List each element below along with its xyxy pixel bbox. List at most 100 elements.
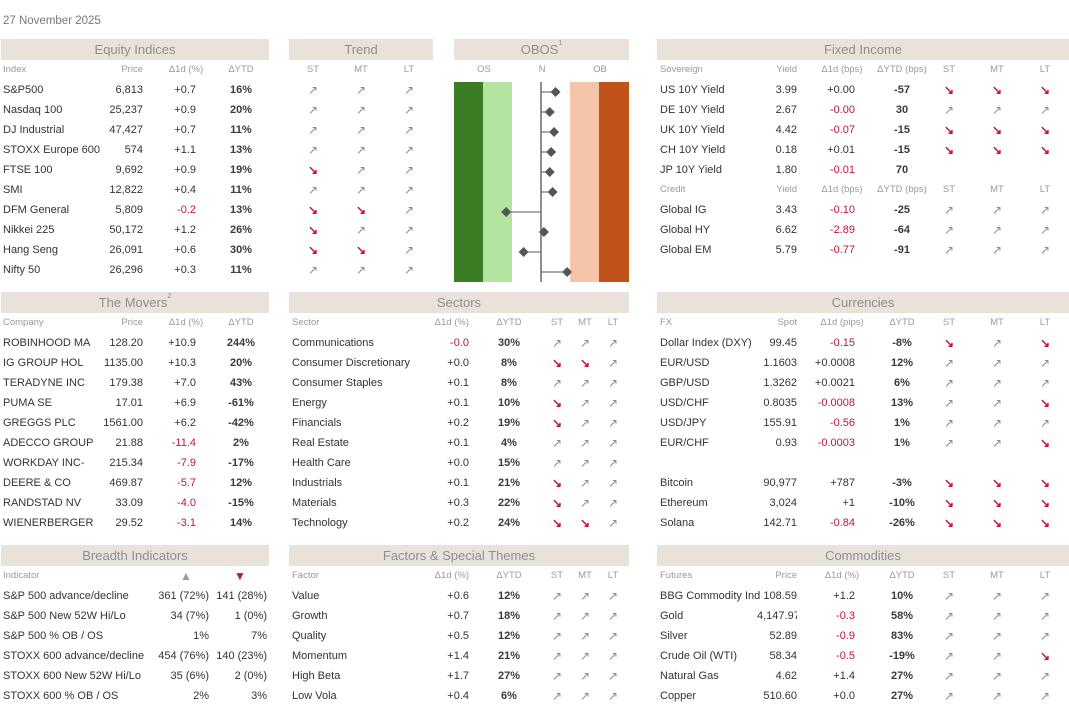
trend-down-arrow-icon: ↘ [943, 83, 955, 97]
instrument-d1: -0.56 [829, 417, 855, 429]
trend-down-arrow-icon: ↘ [991, 123, 1003, 137]
trend-up-arrow-icon: ↗ [403, 223, 415, 237]
company-name: RANDSTAD NV [3, 497, 82, 509]
currencies-title: Currencies [657, 292, 1069, 313]
row-ytd: 27% [497, 670, 521, 682]
equity-title: Equity Indices [1, 39, 269, 60]
obos-marker [547, 187, 558, 197]
instrument-d1: -0.00 [829, 104, 855, 116]
obos-label-os: OS [477, 64, 491, 75]
instrument-value: 1.1603 [763, 357, 797, 369]
company-d1: -7.9 [177, 457, 196, 469]
col-d1: Δ1d (bps) [821, 64, 863, 75]
row-ytd: 19% [497, 417, 521, 429]
oversold-zone [483, 82, 512, 282]
col-st: ST [942, 570, 956, 581]
index-ytd: 11% [230, 124, 252, 136]
obos-marker [518, 247, 529, 257]
indicator-decline: 3% [251, 690, 267, 702]
trend-up-arrow-icon: ↗ [1039, 589, 1051, 603]
instrument-ytd: 6% [894, 377, 910, 389]
equity-row: Nikkei 225 50,172 +1.2 26% [1, 220, 269, 240]
company-name: GREGGS PLC [3, 417, 76, 429]
instrument-name: Copper [660, 690, 697, 702]
trend-up-arrow-icon: ↗ [943, 416, 955, 430]
col-mt: MT [990, 317, 1004, 328]
instrument-value: 5.79 [775, 244, 797, 256]
trend-up-arrow-icon: ↗ [579, 336, 591, 350]
instrument-ytd: -15 [894, 124, 910, 136]
col-company: Company [3, 317, 44, 328]
factor-row: Value +0.6 12% ↗ ↗ ↗ [289, 586, 629, 606]
instrument-ytd: -3% [892, 477, 912, 489]
instrument-name: DE 10Y Yield [660, 104, 725, 116]
instrument-value: 99.45 [769, 337, 797, 349]
commodity-row: Natural Gas 4.62 +1.4 27% ↗ ↗ ↗ [657, 666, 1069, 686]
index-name: SMI [3, 184, 23, 196]
equity-row: SMI 12,822 +0.4 11% [1, 180, 269, 200]
trend-down-arrow-icon: ↘ [551, 396, 563, 410]
obos-marker [546, 147, 557, 157]
col-mt: MT [578, 570, 592, 581]
trend-up-arrow-icon: ↗ [403, 263, 415, 277]
index-name: DJ Industrial [3, 124, 65, 136]
trend-up-arrow-icon: ↗ [307, 183, 319, 197]
currencies-panel: Currencies FX Spot Δ1d (pips) ΔYTD ST MT… [657, 292, 1069, 533]
sectors-header: Sector Δ1d (%) ΔYTD ST MT LT [289, 313, 629, 333]
breadth-row: STOXX 600 advance/decline 454 (76%) 140 (2… [1, 646, 269, 666]
indicator-advance: 2% [193, 690, 209, 702]
sectors-title: Sectors [289, 292, 629, 313]
trend-up-arrow-icon: ↗ [551, 436, 563, 450]
trend-up-arrow-icon: ↗ [403, 103, 415, 117]
col-st: ST [942, 184, 956, 195]
factors-title: Factors & Special Themes [289, 545, 629, 566]
trend-up-arrow-icon: ↗ [1039, 609, 1051, 623]
factors-rows: Value +0.6 12% ↗ ↗ ↗ Growth +0.7 18% ↗ ↗ ↗ Quality +0… [289, 586, 629, 706]
instrument-ytd: 27% [890, 690, 914, 702]
trend-up-arrow-icon: ↗ [355, 83, 367, 97]
instrument-name: Crude Oil (WTI) [660, 650, 737, 662]
row-name: High Beta [292, 670, 341, 682]
indicator-decline: 140 (23%) [216, 650, 267, 662]
obos-marker [544, 107, 555, 117]
index-d1: +0.4 [174, 184, 196, 196]
fx-row: Dollar Index (DXY) 99.45 -0.15 -8% ↘ ↗ ↘ [657, 333, 1069, 353]
equity-row: FTSE 100 9,692 +0.9 19% [1, 160, 269, 180]
instrument-ytd: -57 [894, 84, 910, 96]
col-ytd: ΔYTD [228, 317, 254, 328]
company-ytd: 20% [229, 357, 253, 369]
instrument-value: 6.62 [775, 224, 797, 236]
trend-up-arrow-icon: ↗ [943, 356, 955, 370]
trend-down-arrow-icon: ↘ [991, 476, 1003, 490]
factor-row: High Beta +1.7 27% ↗ ↗ ↗ [289, 666, 629, 686]
instrument-d1: -0.3 [836, 610, 855, 622]
col-mt: MT [354, 64, 368, 75]
trend-up-arrow-icon: ↗ [991, 589, 1003, 603]
obos-marker [549, 127, 560, 137]
sector-row: Communications -0.0 30% ↗ ↗ ↗ [289, 333, 629, 353]
col-mt: MT [990, 570, 1004, 581]
instrument-value: 3,024 [769, 497, 797, 509]
commodities-title: Commodities [657, 545, 1069, 566]
movers-panel: The Movers2 Company Price Δ1d (%) ΔYTD R… [1, 292, 269, 533]
fx-row: USD/CHF 0.8035 -0.0008 13% ↗ ↗ ↘ [657, 393, 1069, 413]
instrument-ytd: -10% [889, 497, 915, 509]
instrument-d1: +1.4 [833, 670, 855, 682]
sovereign-rows: US 10Y Yield 3.99 +0.00 -57 ↘ ↘ ↘ DE 10Y Yield 2… [657, 80, 1069, 180]
trend-up-arrow-icon: ↗ [991, 203, 1003, 217]
trend-up-arrow-icon: ↗ [1039, 203, 1051, 217]
trend-up-arrow-icon: ↗ [1039, 103, 1051, 117]
row-d1: +0.2 [447, 517, 469, 529]
col-ytd: ΔYTD (bps) [877, 64, 927, 75]
instrument-name: EUR/CHF [660, 437, 709, 449]
breadth-row: S&P 500 % OB / OS 1% 7% [1, 626, 269, 646]
col-sector: Sector [292, 317, 320, 328]
instrument-d1: -0.10 [829, 204, 855, 216]
instrument-value: 3.99 [775, 84, 797, 96]
instrument-d1: +1 [842, 497, 855, 509]
trend-up-arrow-icon: ↗ [943, 689, 955, 703]
instrument-value: 4.62 [775, 670, 797, 682]
trend-up-arrow-icon: ↗ [403, 243, 415, 257]
row-ytd: 24% [497, 517, 521, 529]
obos-label-ob: OB [593, 64, 607, 75]
